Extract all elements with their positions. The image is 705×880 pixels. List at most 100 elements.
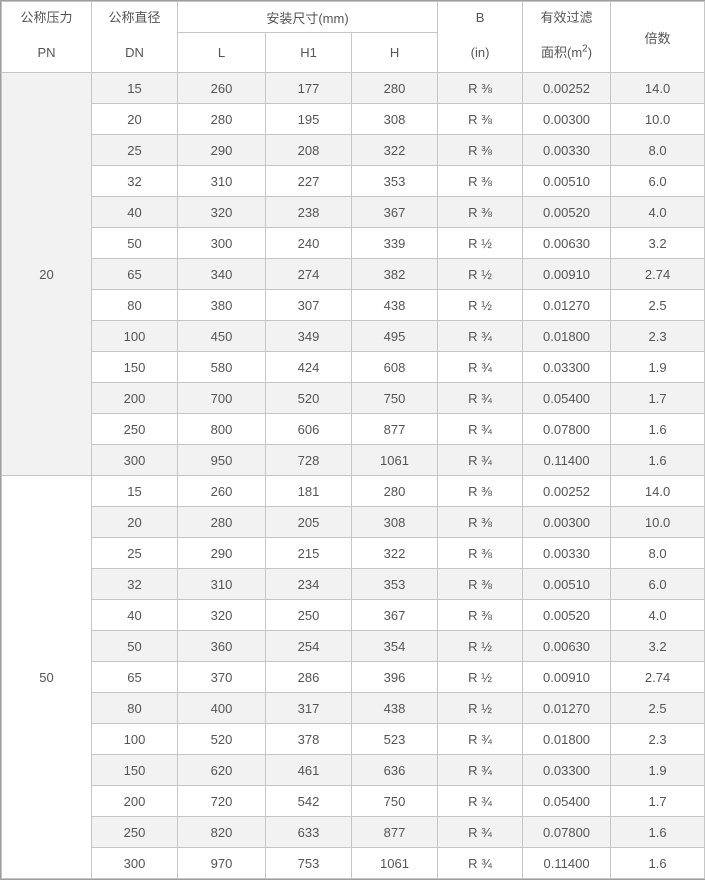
area-cell: 0.00330 <box>522 134 612 166</box>
multiple-cell: 1.6 <box>610 847 705 879</box>
multiple-cell: 4.0 <box>610 196 705 228</box>
multiple-cell: 2.5 <box>610 289 705 321</box>
b-cell: R ⅜ <box>437 568 524 600</box>
multiple-cell: 2.3 <box>610 320 705 352</box>
h-cell: 322 <box>350 537 439 569</box>
table-row: 50 360 254 354 R ½ 0.00630 3.2 <box>1 630 705 662</box>
multiple-cell: 1.6 <box>610 444 705 476</box>
area-cell: 0.01800 <box>522 320 612 352</box>
dn-cell: 50 <box>91 630 178 662</box>
l-cell: 360 <box>177 630 266 662</box>
l-cell: 280 <box>177 103 266 135</box>
h-cell: 280 <box>350 475 439 507</box>
h1-cell: 208 <box>265 134 352 166</box>
h-cell: 1061 <box>350 444 439 476</box>
area-cell: 0.00300 <box>522 506 612 538</box>
multiple-cell: 2.74 <box>610 258 705 290</box>
pn-group-cell: 20 <box>1 72 92 476</box>
table-row: 100 520 378 523 R ¾ 0.01800 2.3 <box>1 723 705 755</box>
multiple-cell: 2.3 <box>610 723 705 755</box>
b-cell: R ½ <box>437 692 524 724</box>
l-cell: 380 <box>177 289 266 321</box>
area-cell: 0.11400 <box>522 444 612 476</box>
l-cell: 300 <box>177 227 266 259</box>
multiple-cell: 4.0 <box>610 599 705 631</box>
col-header-diameter-cn: 公称直径 <box>108 10 161 25</box>
area-cell: 0.01800 <box>522 723 612 755</box>
area-cell: 0.00510 <box>522 568 612 600</box>
b-cell: R ¾ <box>437 723 524 755</box>
h-cell: 354 <box>350 630 439 662</box>
multiple-cell: 1.6 <box>610 413 705 445</box>
b-cell: R ⅜ <box>437 475 524 507</box>
l-cell: 700 <box>177 382 266 414</box>
h-cell: 353 <box>350 165 439 197</box>
h1-cell: 250 <box>265 599 352 631</box>
table-row: 32 310 227 353 R ⅜ 0.00510 6.0 <box>1 165 705 197</box>
h1-cell: 205 <box>265 506 352 538</box>
area-cell: 0.07800 <box>522 816 612 848</box>
h1-cell: 461 <box>265 754 352 786</box>
col-header-pressure: 公称压力 PN <box>1 1 92 73</box>
l-cell: 260 <box>177 475 266 507</box>
b-cell: R ½ <box>437 227 524 259</box>
b-cell: R ½ <box>437 630 524 662</box>
dn-cell: 25 <box>91 134 178 166</box>
l-cell: 400 <box>177 692 266 724</box>
col-header-l: L <box>177 32 266 73</box>
col-header-area-line1: 有效过滤 <box>540 10 593 25</box>
h1-cell: 286 <box>265 661 352 693</box>
l-cell: 340 <box>177 258 266 290</box>
b-cell: R ¾ <box>437 754 524 786</box>
area-cell: 0.00510 <box>522 165 612 197</box>
l-cell: 370 <box>177 661 266 693</box>
h-cell: 523 <box>350 723 439 755</box>
pn-group-cell: 50 <box>1 475 92 879</box>
dn-cell: 65 <box>91 258 178 290</box>
l-cell: 280 <box>177 506 266 538</box>
dn-cell: 150 <box>91 351 178 383</box>
h-cell: 750 <box>350 785 439 817</box>
h1-cell: 254 <box>265 630 352 662</box>
h1-cell: 227 <box>265 165 352 197</box>
superscript-2: 2 <box>582 43 588 55</box>
h-cell: 308 <box>350 103 439 135</box>
area-cell: 0.07800 <box>522 413 612 445</box>
col-header-h1: H1 <box>265 32 352 73</box>
l-cell: 450 <box>177 320 266 352</box>
multiple-cell: 3.2 <box>610 630 705 662</box>
table-row: 20 280 205 308 R ⅜ 0.00300 10.0 <box>1 506 705 538</box>
dn-cell: 15 <box>91 475 178 507</box>
table-row: 300 950 728 1061 R ¾ 0.11400 1.6 <box>1 444 705 476</box>
area-cell: 0.00910 <box>522 258 612 290</box>
multiple-cell: 1.7 <box>610 785 705 817</box>
h1-cell: 215 <box>265 537 352 569</box>
l-cell: 970 <box>177 847 266 879</box>
multiple-cell: 1.6 <box>610 816 705 848</box>
table-row: 65 340 274 382 R ½ 0.00910 2.74 <box>1 258 705 290</box>
multiple-cell: 3.2 <box>610 227 705 259</box>
col-header-pressure-en: PN <box>37 45 56 60</box>
h-cell: 877 <box>350 816 439 848</box>
col-header-install-dims: 安装尺寸(mm) <box>176 0 439 34</box>
table-row: 250 800 606 877 R ¾ 0.07800 1.6 <box>1 413 705 445</box>
area-cell: 0.03300 <box>522 351 612 383</box>
dn-cell: 250 <box>91 816 178 848</box>
dn-cell: 80 <box>91 289 178 321</box>
b-cell: R ¾ <box>437 785 524 817</box>
h1-cell: 240 <box>265 227 352 259</box>
table-row: 250 820 633 877 R ¾ 0.07800 1.6 <box>1 816 705 848</box>
b-cell: R ¾ <box>437 847 524 879</box>
table-row: 300 970 753 1061 R ¾ 0.11400 1.6 <box>1 847 705 879</box>
table-row: 150 620 461 636 R ¾ 0.03300 1.9 <box>1 754 705 786</box>
area-cell: 0.05400 <box>522 785 612 817</box>
b-cell: R ¾ <box>437 413 524 445</box>
dn-cell: 300 <box>91 444 178 476</box>
h-cell: 308 <box>350 506 439 538</box>
area-cell: 0.00630 <box>522 227 612 259</box>
area-cell: 0.03300 <box>522 754 612 786</box>
col-header-area: 有效过滤 面积(m2) <box>522 1 612 73</box>
h1-cell: 542 <box>265 785 352 817</box>
h-cell: 1061 <box>350 847 439 879</box>
